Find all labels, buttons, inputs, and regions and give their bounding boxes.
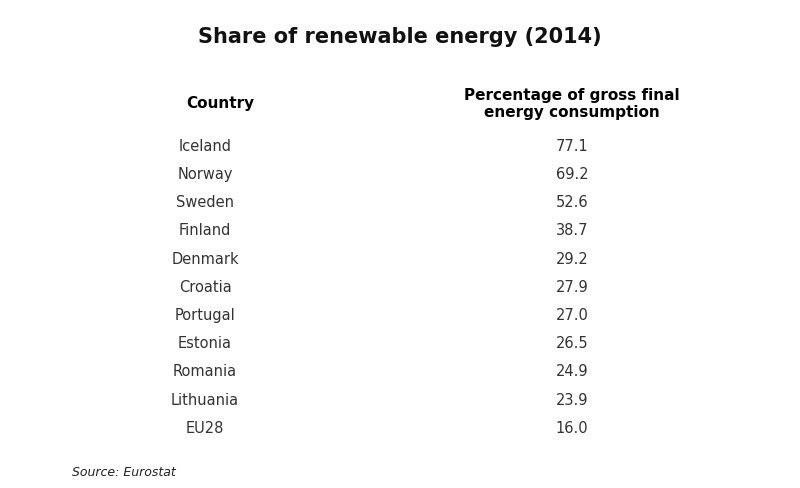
Text: Estonia: Estonia [178,336,232,350]
Text: Percentage of gross final
energy consumption: Percentage of gross final energy consump… [464,87,680,120]
Text: 29.2: 29.2 [555,251,588,266]
Text: Norway: Norway [178,166,233,182]
Text: Lithuania: Lithuania [171,392,239,407]
Text: 38.7: 38.7 [555,223,588,238]
Text: Croatia: Croatia [178,279,231,294]
Text: 24.9: 24.9 [555,364,588,379]
Text: Source: Eurostat: Source: Eurostat [72,465,176,478]
Text: Romania: Romania [173,364,237,379]
Text: 52.6: 52.6 [555,195,588,210]
Text: Country: Country [186,96,254,111]
Text: Share of renewable energy (2014): Share of renewable energy (2014) [198,27,602,47]
Text: 27.0: 27.0 [555,307,588,323]
Text: Denmark: Denmark [171,251,239,266]
Text: Portugal: Portugal [174,307,235,323]
Text: 77.1: 77.1 [555,139,588,153]
Text: 26.5: 26.5 [555,336,588,350]
Text: Finland: Finland [179,223,231,238]
Text: Iceland: Iceland [178,139,231,153]
Text: 16.0: 16.0 [555,420,588,435]
Text: EU28: EU28 [186,420,224,435]
Text: 23.9: 23.9 [555,392,588,407]
Text: 27.9: 27.9 [555,279,588,294]
Text: Sweden: Sweden [176,195,234,210]
Text: 69.2: 69.2 [555,166,588,182]
